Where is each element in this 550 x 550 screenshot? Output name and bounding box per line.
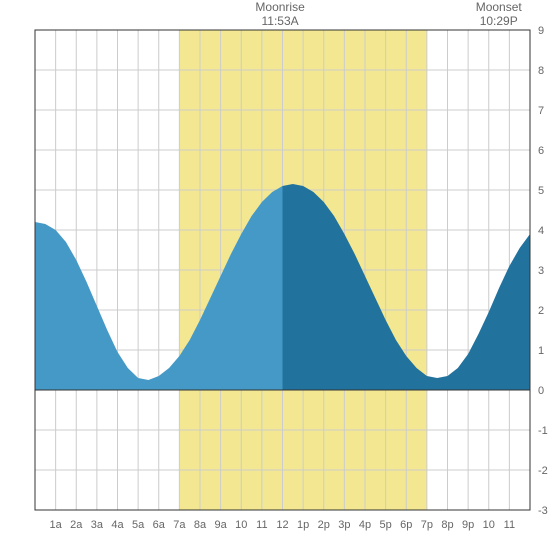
y-tick-label: 4 — [538, 225, 544, 237]
x-tick-label: 11 — [504, 519, 515, 531]
x-tick-label: 10 — [235, 519, 247, 531]
y-tick-label: 9 — [538, 25, 544, 37]
y-tick-label: 2 — [538, 305, 544, 317]
x-tick-label: 1a — [50, 519, 63, 531]
x-tick-label: 5a — [132, 519, 145, 531]
y-tick-label: 8 — [538, 65, 544, 77]
y-tick-label: 6 — [538, 145, 544, 157]
x-tick-label: 11 — [256, 519, 267, 531]
y-tick-label: 1 — [538, 345, 544, 357]
chart-svg: 1a2a3a4a5a6a7a8a9a1011121p2p3p4p5p6p7p8p… — [0, 0, 550, 550]
x-tick-label: 7p — [421, 519, 433, 531]
x-tick-label: 2p — [318, 519, 330, 531]
tide-chart: Moonrise 11:53A Moonset 10:29P 1a2a3a4a5… — [0, 0, 550, 550]
x-tick-label: 1p — [297, 519, 309, 531]
y-tick-label: 5 — [538, 185, 544, 197]
x-tick-label: 4p — [359, 519, 371, 531]
x-tick-label: 8p — [441, 519, 453, 531]
x-tick-label: 8a — [194, 519, 207, 531]
y-tick-label: -2 — [538, 465, 548, 477]
x-tick-label: 12 — [276, 519, 288, 531]
y-tick-label: 7 — [538, 105, 544, 117]
x-tick-label: 7a — [173, 519, 186, 531]
y-tick-label: 3 — [538, 265, 544, 277]
x-tick-label: 9p — [462, 519, 474, 531]
x-tick-label: 6p — [400, 519, 412, 531]
x-tick-label: 6a — [153, 519, 166, 531]
x-tick-label: 9a — [215, 519, 228, 531]
y-tick-label: -1 — [538, 425, 548, 437]
y-tick-label: 0 — [538, 385, 544, 397]
x-tick-label: 3a — [91, 519, 104, 531]
x-tick-label: 3p — [338, 519, 350, 531]
x-tick-label: 2a — [70, 519, 83, 531]
x-tick-label: 10 — [483, 519, 495, 531]
y-tick-label: -3 — [538, 505, 548, 517]
x-tick-label: 5p — [380, 519, 392, 531]
x-tick-label: 4a — [111, 519, 124, 531]
